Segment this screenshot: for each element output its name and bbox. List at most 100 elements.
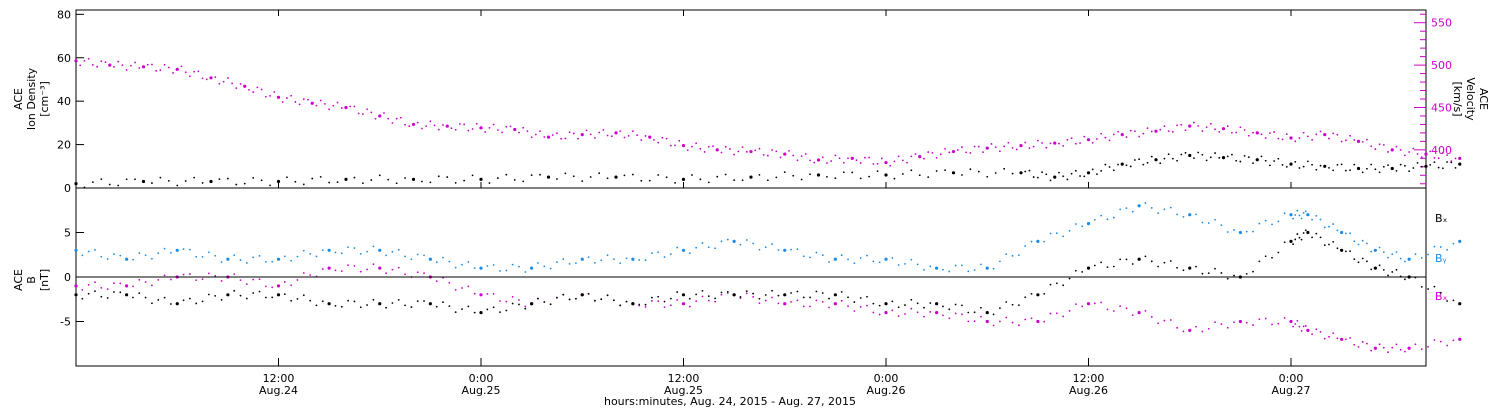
density-series-trace-dot [1066, 178, 1069, 181]
top-left-ylabel: ACE Ion Density [cm⁻³] [12, 67, 51, 130]
bx-series-trace-dot [1283, 241, 1286, 244]
bz-series-point [1137, 311, 1141, 315]
velocity-series-trace-dot [87, 57, 90, 60]
bx-series-trace-dot [81, 297, 84, 300]
density-series-trace-dot [1353, 163, 1356, 166]
top-y-tick-label: 40 [57, 95, 71, 108]
velocity-series-trace-dot [408, 125, 411, 128]
legend-bx: Bₓ [1435, 212, 1448, 225]
density-series-trace-dot [437, 175, 440, 178]
density-series-trace-dot [1378, 171, 1381, 174]
bz-series-trace-dot [872, 311, 875, 314]
density-series-trace-dot [691, 174, 693, 176]
bx-series-trace-dot [1150, 260, 1153, 263]
velocity-series-trace-dot [1243, 129, 1246, 131]
density-series-trace-dot [1142, 163, 1145, 166]
by-series-trace-dot [707, 246, 710, 249]
bz-series-trace-dot [1296, 319, 1299, 322]
density-series-point [1323, 164, 1327, 168]
bx-series-trace-dot [745, 290, 748, 293]
density-series-trace-dot [328, 181, 331, 184]
bx-series-point [530, 302, 534, 306]
bz-series-trace-dot [1144, 309, 1147, 312]
bx-series-trace-dot [594, 299, 596, 302]
velocity-series-trace-dot [564, 137, 567, 140]
density-series-point [1188, 153, 1192, 158]
velocity-series-point [614, 131, 618, 135]
by-series-trace-dot [1446, 248, 1448, 251]
top-y-tick-label: 80 [57, 8, 71, 21]
bz-series-trace-dot [1391, 346, 1394, 349]
velocity-series-trace-dot [201, 77, 204, 80]
by-series-trace-dot [170, 251, 172, 254]
density-series-trace-dot [935, 170, 938, 172]
bz-series-trace-dot [802, 305, 805, 308]
bz-series-trace-dot [106, 288, 109, 290]
velocity-series-trace-dot [134, 61, 136, 64]
bz-series-trace-dot [144, 281, 147, 283]
bottom-y-tick-label: 5 [64, 227, 71, 240]
top-ylabel-line1: ACE [12, 88, 25, 110]
bx-series-trace-dot [587, 292, 590, 295]
bz-series-trace-dot [233, 273, 236, 276]
velocity-series-trace-dot [1138, 135, 1141, 138]
density-series-trace-dot [1399, 163, 1402, 166]
by-series-trace-dot [1382, 251, 1385, 253]
density-series-trace-dot [311, 177, 314, 180]
bx-series-trace-dot [258, 290, 261, 293]
bz-series-trace-dot [1207, 327, 1210, 330]
bx-series-trace-dot [1292, 243, 1295, 246]
by-series-trace-dot [81, 254, 84, 257]
bx-series-trace-dot [726, 290, 729, 293]
velocity-series-point [715, 148, 719, 152]
bz-series-trace-dot [170, 278, 172, 281]
by-series-trace-dot [340, 252, 343, 255]
density-series-trace-dot [994, 172, 997, 174]
velocity-series-trace-dot [830, 160, 833, 162]
velocity-series-trace-dot [1336, 133, 1339, 136]
by-series-trace-dot [1201, 221, 1204, 224]
by-series-trace-dot [1252, 230, 1254, 233]
density-series-trace-dot [108, 183, 111, 186]
by-series-trace-dot [486, 265, 489, 267]
velocity-series-point [1424, 152, 1428, 156]
density-series-trace-dot [716, 175, 719, 178]
by-series-trace-dot [1169, 206, 1172, 209]
by-series-trace-dot [644, 259, 647, 262]
velocity-series-trace-dot [577, 137, 579, 140]
bz-series-trace-dot [1176, 326, 1178, 329]
bx-series-trace-dot [518, 303, 520, 306]
density-series-trace-dot [556, 178, 558, 180]
bx-series-trace-dot [94, 290, 96, 292]
by-series-point [833, 257, 837, 261]
density-series-trace-dot [1235, 159, 1238, 162]
density-series-trace-dot [859, 177, 862, 180]
velocity-series-trace-dot [366, 108, 368, 111]
density-series-trace-dot [1319, 164, 1322, 167]
density-series-trace-dot [1332, 169, 1335, 172]
bx-series-trace-dot [872, 302, 875, 305]
bx-series-trace-dot [1201, 272, 1204, 275]
bx-series-trace-dot [853, 301, 856, 303]
density-series-trace-dot [1395, 169, 1398, 172]
by-series-trace-dot [195, 255, 198, 258]
velocity-series-trace-dot [720, 151, 723, 154]
bz-series-trace-dot [1378, 343, 1381, 346]
velocity-series-trace-dot [269, 94, 271, 97]
by-series-trace-dot [442, 256, 444, 259]
density-series-trace-dot [792, 174, 795, 177]
bx-series-trace-dot [347, 299, 350, 302]
bx-series-trace-dot [220, 298, 223, 301]
by-series-point [631, 257, 635, 261]
bz-series-point [125, 284, 129, 288]
density-series-trace-dot [564, 172, 567, 175]
by-series-trace-dot [1391, 253, 1394, 256]
density-series-trace-dot [961, 174, 963, 176]
bx-series-point [125, 293, 129, 297]
by-series-point [1289, 213, 1293, 217]
velocity-series-trace-dot [969, 152, 972, 154]
bz-series-trace-dot [132, 285, 134, 288]
by-series-trace-dot [1427, 253, 1430, 256]
bz-series-trace-dot [404, 273, 406, 276]
